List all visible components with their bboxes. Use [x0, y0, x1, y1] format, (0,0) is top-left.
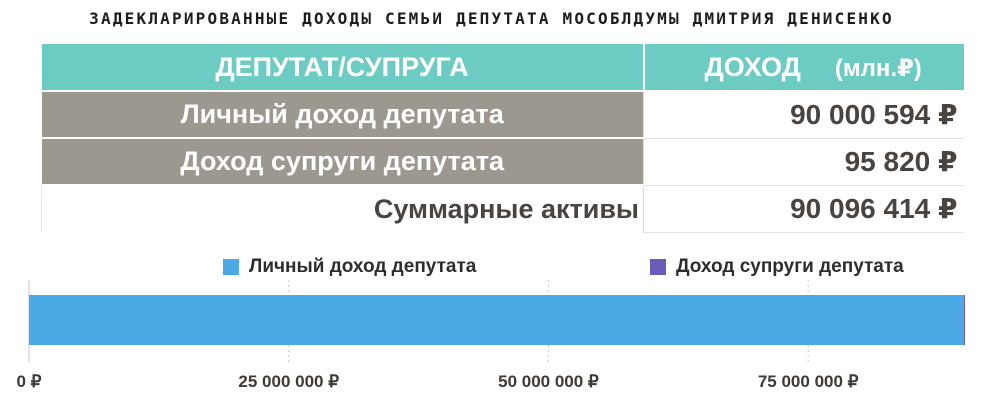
row-value: 95 820 ₽	[643, 138, 964, 186]
table-header-row: ДЕПУТАТ/СУПРУГА ДОХОД (млн.₽)	[41, 44, 964, 92]
bar-chart: 0 ₽ 25 000 000 ₽ 50 000 000 ₽ 75 000 000 ₽	[17, 280, 965, 391]
legend-item-spouse: Доход супруги депутата	[650, 256, 904, 278]
legend-label-spouse: Доход супруги депутата	[676, 256, 904, 277]
legend-label-deputy: Личный доход депутата	[249, 256, 477, 277]
total-label: Суммарные активы	[41, 185, 644, 232]
row-label: Доход супруги депутата	[41, 138, 644, 186]
bar-deputy-income	[29, 295, 965, 345]
bars	[29, 295, 965, 345]
chart-title: ЗАДЕКЛАРИРОВАННЫЕ ДОХОДЫ СЕМЬИ ДЕПУТАТА …	[89, 9, 894, 28]
header-income-label: ДОХОД	[704, 51, 801, 82]
header-income-unit: (млн.₽)	[834, 54, 922, 82]
x-tick-label: 75 000 000 ₽	[758, 372, 859, 391]
x-tick-label: 25 000 000 ₽	[238, 372, 339, 391]
x-axis-ticks: 0 ₽ 25 000 000 ₽ 50 000 000 ₽ 75 000 000 ₽	[17, 372, 859, 391]
legend-swatch-spouse	[650, 259, 666, 275]
header-deputy-spouse: ДЕПУТАТ/СУПРУГА	[41, 44, 645, 92]
table-row: Доход супруги депутата 95 820 ₽	[41, 138, 964, 186]
bar-spouse-income	[964, 295, 965, 345]
legend-swatch-deputy	[223, 259, 239, 275]
table-row: Личный доход депутата 90 000 594 ₽	[41, 91, 964, 139]
x-tick-label: 50 000 000 ₽	[498, 372, 599, 391]
header-income: ДОХОД (млн.₽)	[643, 44, 964, 92]
income-table: ДЕПУТАТ/СУПРУГА ДОХОД (млн.₽) Личный дохо…	[41, 44, 964, 233]
row-label: Личный доход депутата	[41, 91, 644, 139]
x-tick-label: 0 ₽	[17, 372, 42, 391]
table-total-row: Суммарные активы 90 096 414 ₽	[41, 185, 964, 233]
total-value: 90 096 414 ₽	[643, 185, 964, 233]
legend-item-deputy: Личный доход депутата	[223, 256, 476, 278]
row-value: 90 000 594 ₽	[643, 91, 964, 139]
